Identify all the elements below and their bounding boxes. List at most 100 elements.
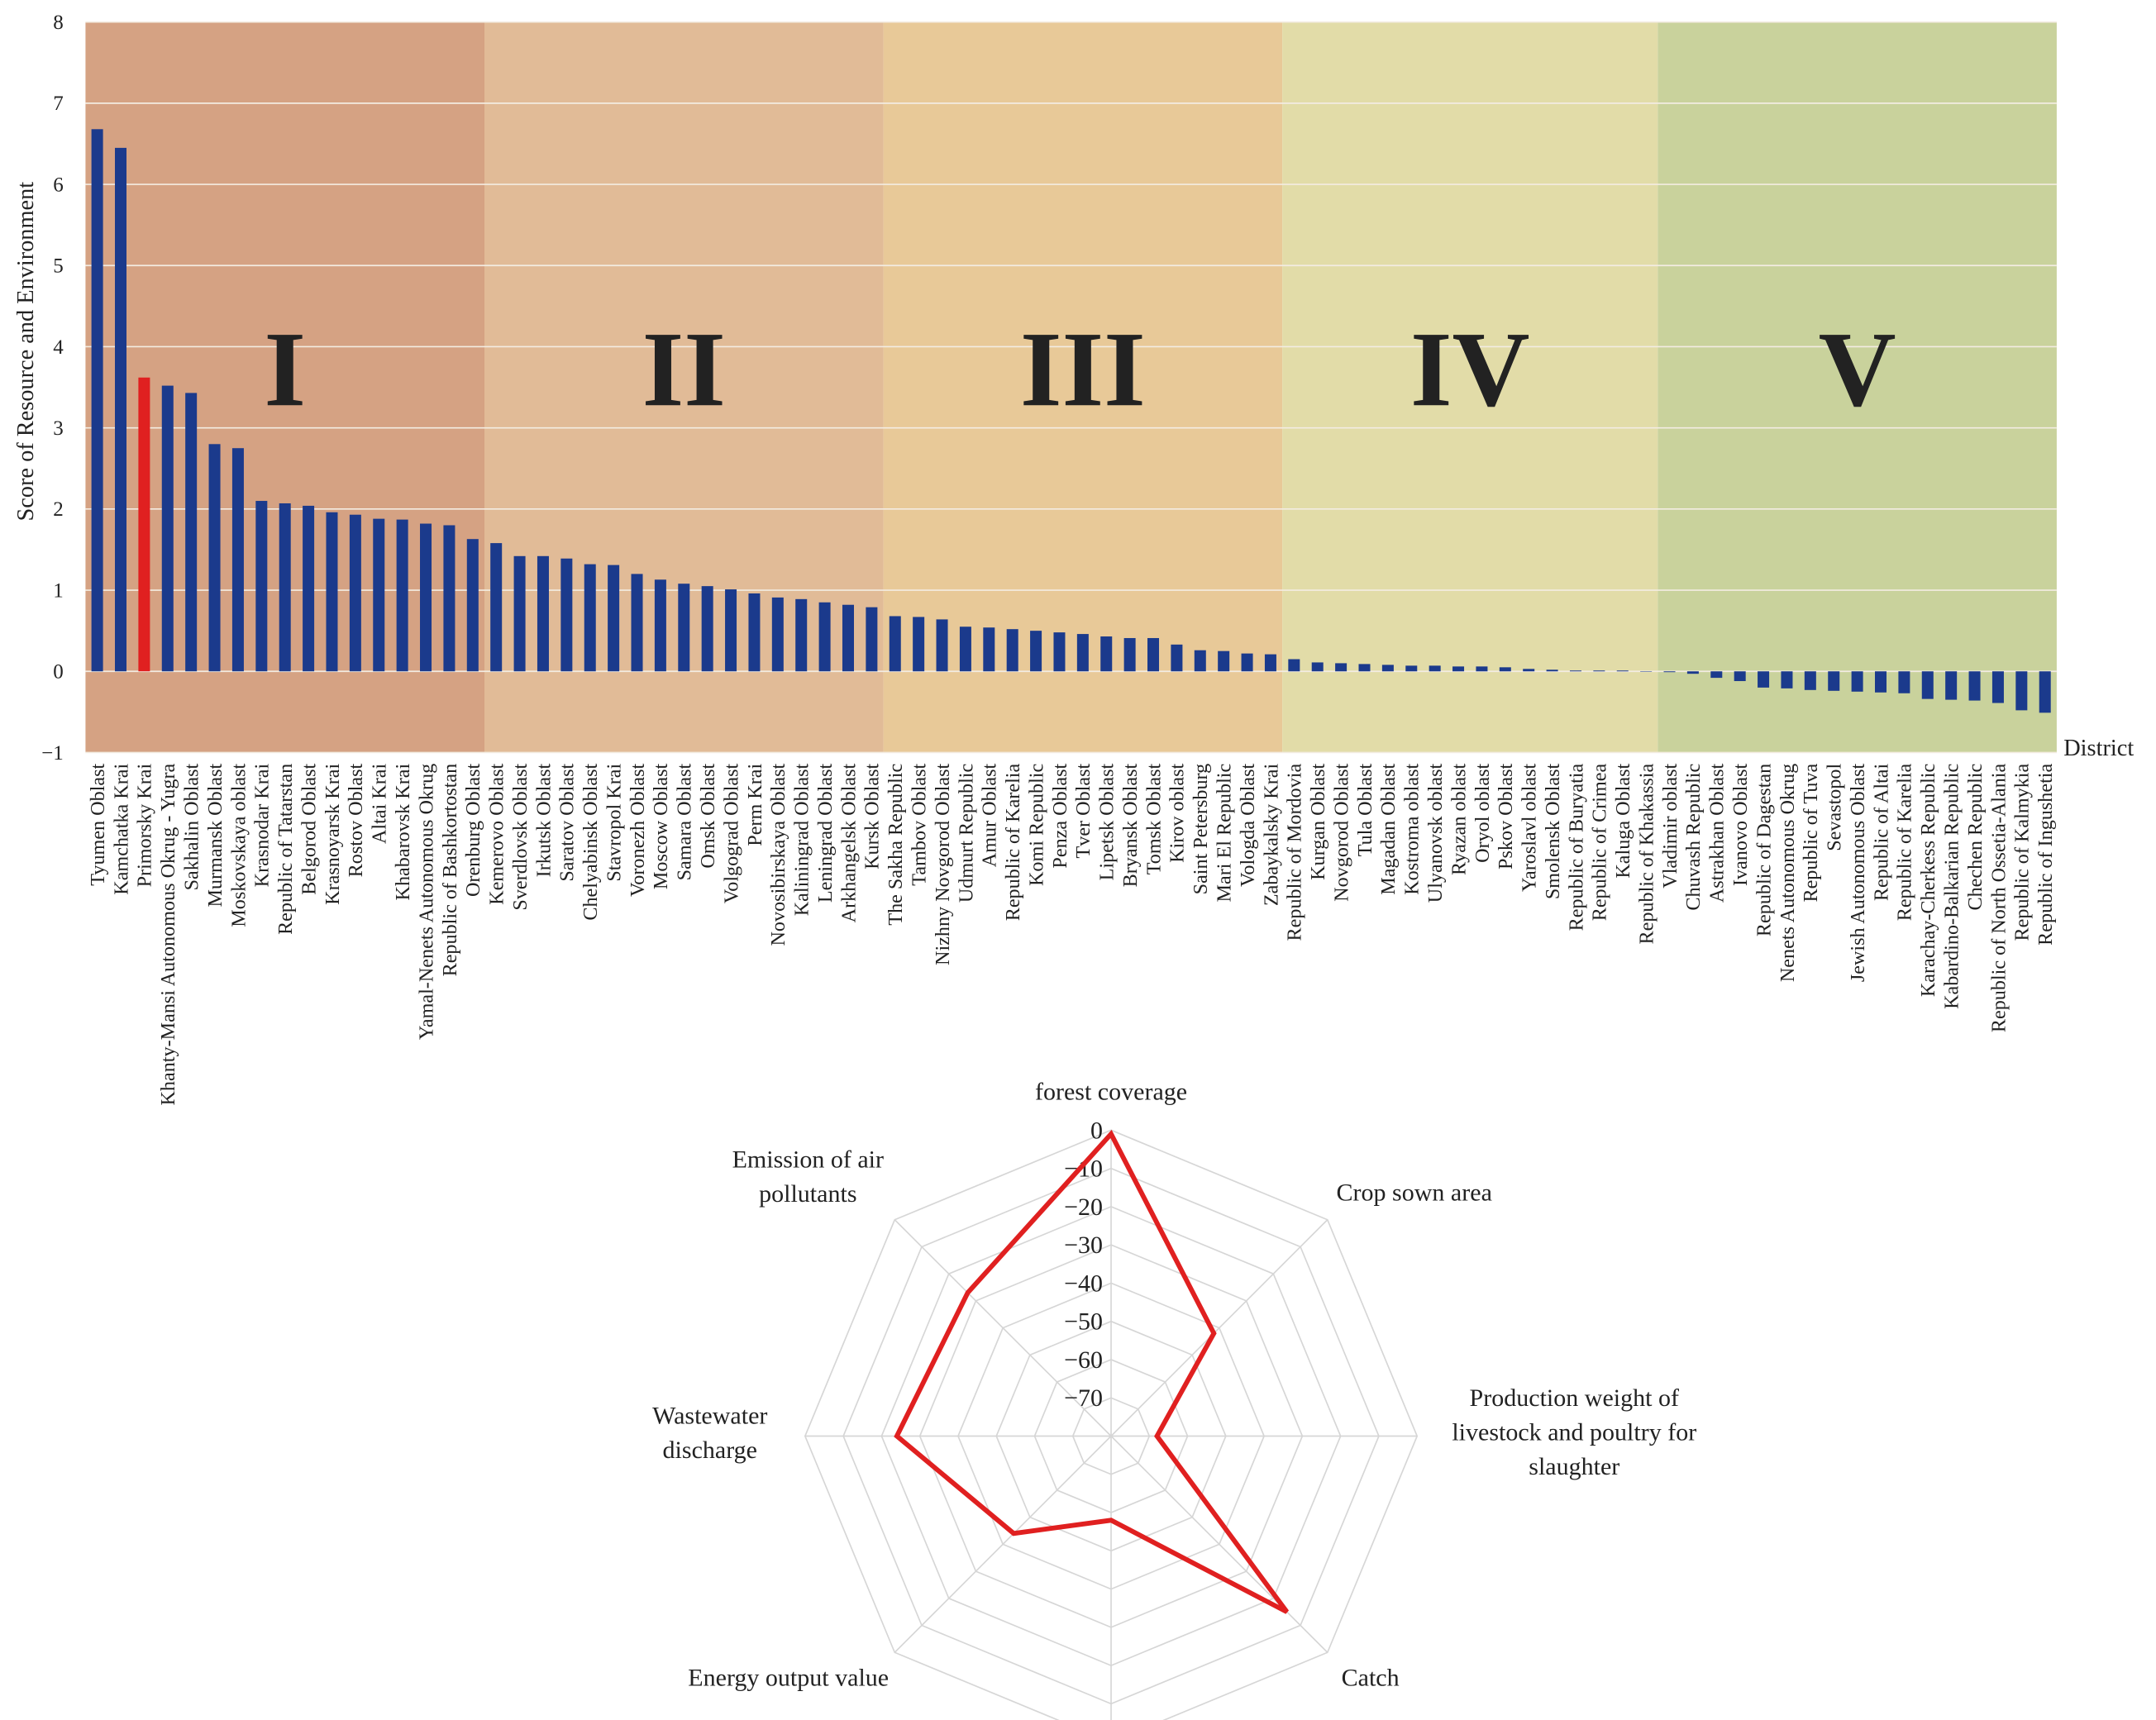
- axis-label-box: Energy output value: [688, 1664, 889, 1691]
- bar: [608, 565, 620, 672]
- x-tick-label: Republic of Karelia: [1894, 764, 1916, 922]
- bar: [725, 589, 737, 672]
- bar: [936, 619, 948, 672]
- x-tick-label: Penza Oblast: [1049, 764, 1071, 869]
- x-tick-label: Ivanovo Oblast: [1729, 763, 1752, 886]
- x-tick-label: Murmansk Oblast: [204, 763, 227, 907]
- x-tick-label: Kaliningrad Oblast: [791, 764, 813, 917]
- x-tick-label: Republic of Dagestan: [1753, 764, 1775, 936]
- bar: [1781, 671, 1793, 688]
- x-tick-label: Lipetsk Oblast: [1096, 764, 1119, 881]
- x-tick-label: Zabaykalsky Krai: [1260, 763, 1282, 906]
- x-tick-label: Omsk Oblast: [697, 763, 719, 868]
- spoke: [894, 1219, 1112, 1437]
- bar: [1640, 671, 1653, 672]
- x-tick-label: Republic of Karelia: [1002, 764, 1024, 922]
- x-tick-label: Tver Oblast: [1072, 764, 1095, 859]
- bar: [91, 129, 103, 672]
- bar: [748, 593, 761, 672]
- x-tick-label: Ryazan oblast: [1448, 764, 1470, 875]
- axis-label-box: Catch: [1341, 1663, 1400, 1692]
- x-tick-label: Republic of Khakassia: [1635, 764, 1658, 945]
- bar: [631, 574, 643, 672]
- x-tick-label: Tambov Oblast: [908, 763, 930, 885]
- bar: [443, 525, 456, 672]
- bar: [466, 539, 479, 672]
- x-tick-label: Republic of Kalmykia: [2011, 764, 2034, 941]
- x-tick-label: Republic of Altai: [1870, 763, 1892, 901]
- bar: [1898, 671, 1910, 693]
- x-tick-label: Sverdlovsk Oblast: [509, 763, 532, 910]
- x-tick-label: Pskov Oblast: [1495, 763, 1517, 869]
- x-tick-label: Primorsky Krai: [134, 763, 156, 887]
- bar: [1734, 671, 1746, 682]
- bar: [1171, 644, 1183, 672]
- x-tick-label: Magadan Oblast: [1377, 764, 1400, 895]
- x-tick-label: Khanty-Mansi Autonomous Okrug - Yugra: [157, 764, 179, 1106]
- bar: [1218, 650, 1230, 672]
- group-label: I: [264, 310, 306, 429]
- bar: [2039, 671, 2051, 713]
- group-label: III: [1020, 310, 1146, 429]
- bar: [1945, 671, 1958, 700]
- x-tick-label: Kabardino-Balkarian Republic: [1940, 764, 1963, 1009]
- x-tick-label: Bryansk Oblast: [1119, 763, 1142, 887]
- bar: [842, 604, 854, 672]
- x-tick-label: Novgorod Oblast: [1330, 764, 1352, 902]
- x-tick-label: Republic of Buryatia: [1565, 764, 1587, 931]
- y-tick-label: 3: [53, 417, 64, 440]
- bar: [866, 607, 878, 672]
- y-tick-label: 6: [53, 174, 64, 196]
- axis-label: Emission of air pollutants: [732, 1145, 885, 1208]
- x-tick-label: Nenets Autonomous Okrug: [1777, 764, 1799, 982]
- x-tick-label: Sevastopol: [1824, 763, 1846, 850]
- bar: [701, 586, 713, 672]
- axis-label: Catch: [1341, 1663, 1400, 1692]
- radar-line: [894, 1129, 1290, 1614]
- x-tick-label: Perm Krai: [744, 763, 766, 846]
- x-tick-label: Smolensk Oblast: [1542, 763, 1564, 899]
- bar: [1194, 650, 1206, 672]
- bar: [584, 564, 596, 672]
- bar: [537, 555, 549, 672]
- bar: [1358, 664, 1371, 672]
- x-tick-label: Komi Republic: [1025, 764, 1047, 886]
- bar: [208, 444, 221, 672]
- bar: [231, 448, 244, 672]
- x-tick-label: Amur Oblast: [979, 763, 1001, 867]
- x-tick-label: Kaluga Oblast: [1612, 764, 1634, 879]
- bar: [1593, 670, 1605, 672]
- x-tick-label: Karachay-Cherkess Republic: [1917, 764, 1939, 997]
- bar: [1288, 659, 1300, 672]
- y-tick-label: 8: [53, 12, 64, 34]
- x-tick-label: Saint Petersburg: [1190, 764, 1212, 895]
- group-region: [1282, 21, 1658, 753]
- x-axis-label: District: [2063, 736, 2134, 761]
- bar: [654, 579, 666, 672]
- x-tick-label: Nizhny Novgorod Oblast: [932, 763, 954, 965]
- group-region: [883, 21, 1283, 753]
- bar: [1921, 671, 1934, 699]
- axis-label-box: Crop sown area: [1337, 1179, 1492, 1206]
- x-tick-label: Sakhalin Oblast: [181, 764, 203, 891]
- axis-label: Production weight of livestock and poult…: [1452, 1384, 1697, 1481]
- x-tick-label: Voronezh Oblast: [627, 764, 649, 898]
- group-label: IV: [1410, 310, 1530, 429]
- y-tick-label: 4: [53, 336, 64, 359]
- r-tick-label: 0: [1090, 1117, 1103, 1144]
- axis-label-box: forest coverage: [1035, 1078, 1187, 1105]
- x-tick-label: Tyumen Oblast: [87, 763, 109, 885]
- x-tick-label: Leningrad Oblast: [814, 763, 837, 903]
- x-tick-label: Kemerovo Oblast: [486, 764, 508, 905]
- x-tick-label: Kamchatka Krai: [110, 763, 132, 894]
- x-tick-label: Krasnoyarsk Krai: [322, 763, 344, 904]
- x-tick-label: Altai Krai: [369, 763, 391, 844]
- bar: [326, 512, 338, 672]
- bar: [1405, 665, 1418, 672]
- x-tick-label: Tomsk Oblast: [1142, 763, 1165, 874]
- y-tick-label: 0: [53, 661, 64, 684]
- r-tick-label: −60: [1064, 1346, 1103, 1374]
- x-tick-label: Orenburg Oblast: [462, 764, 484, 898]
- x-tick-label: Republic of North Ossetia-Alania: [1987, 764, 2010, 1033]
